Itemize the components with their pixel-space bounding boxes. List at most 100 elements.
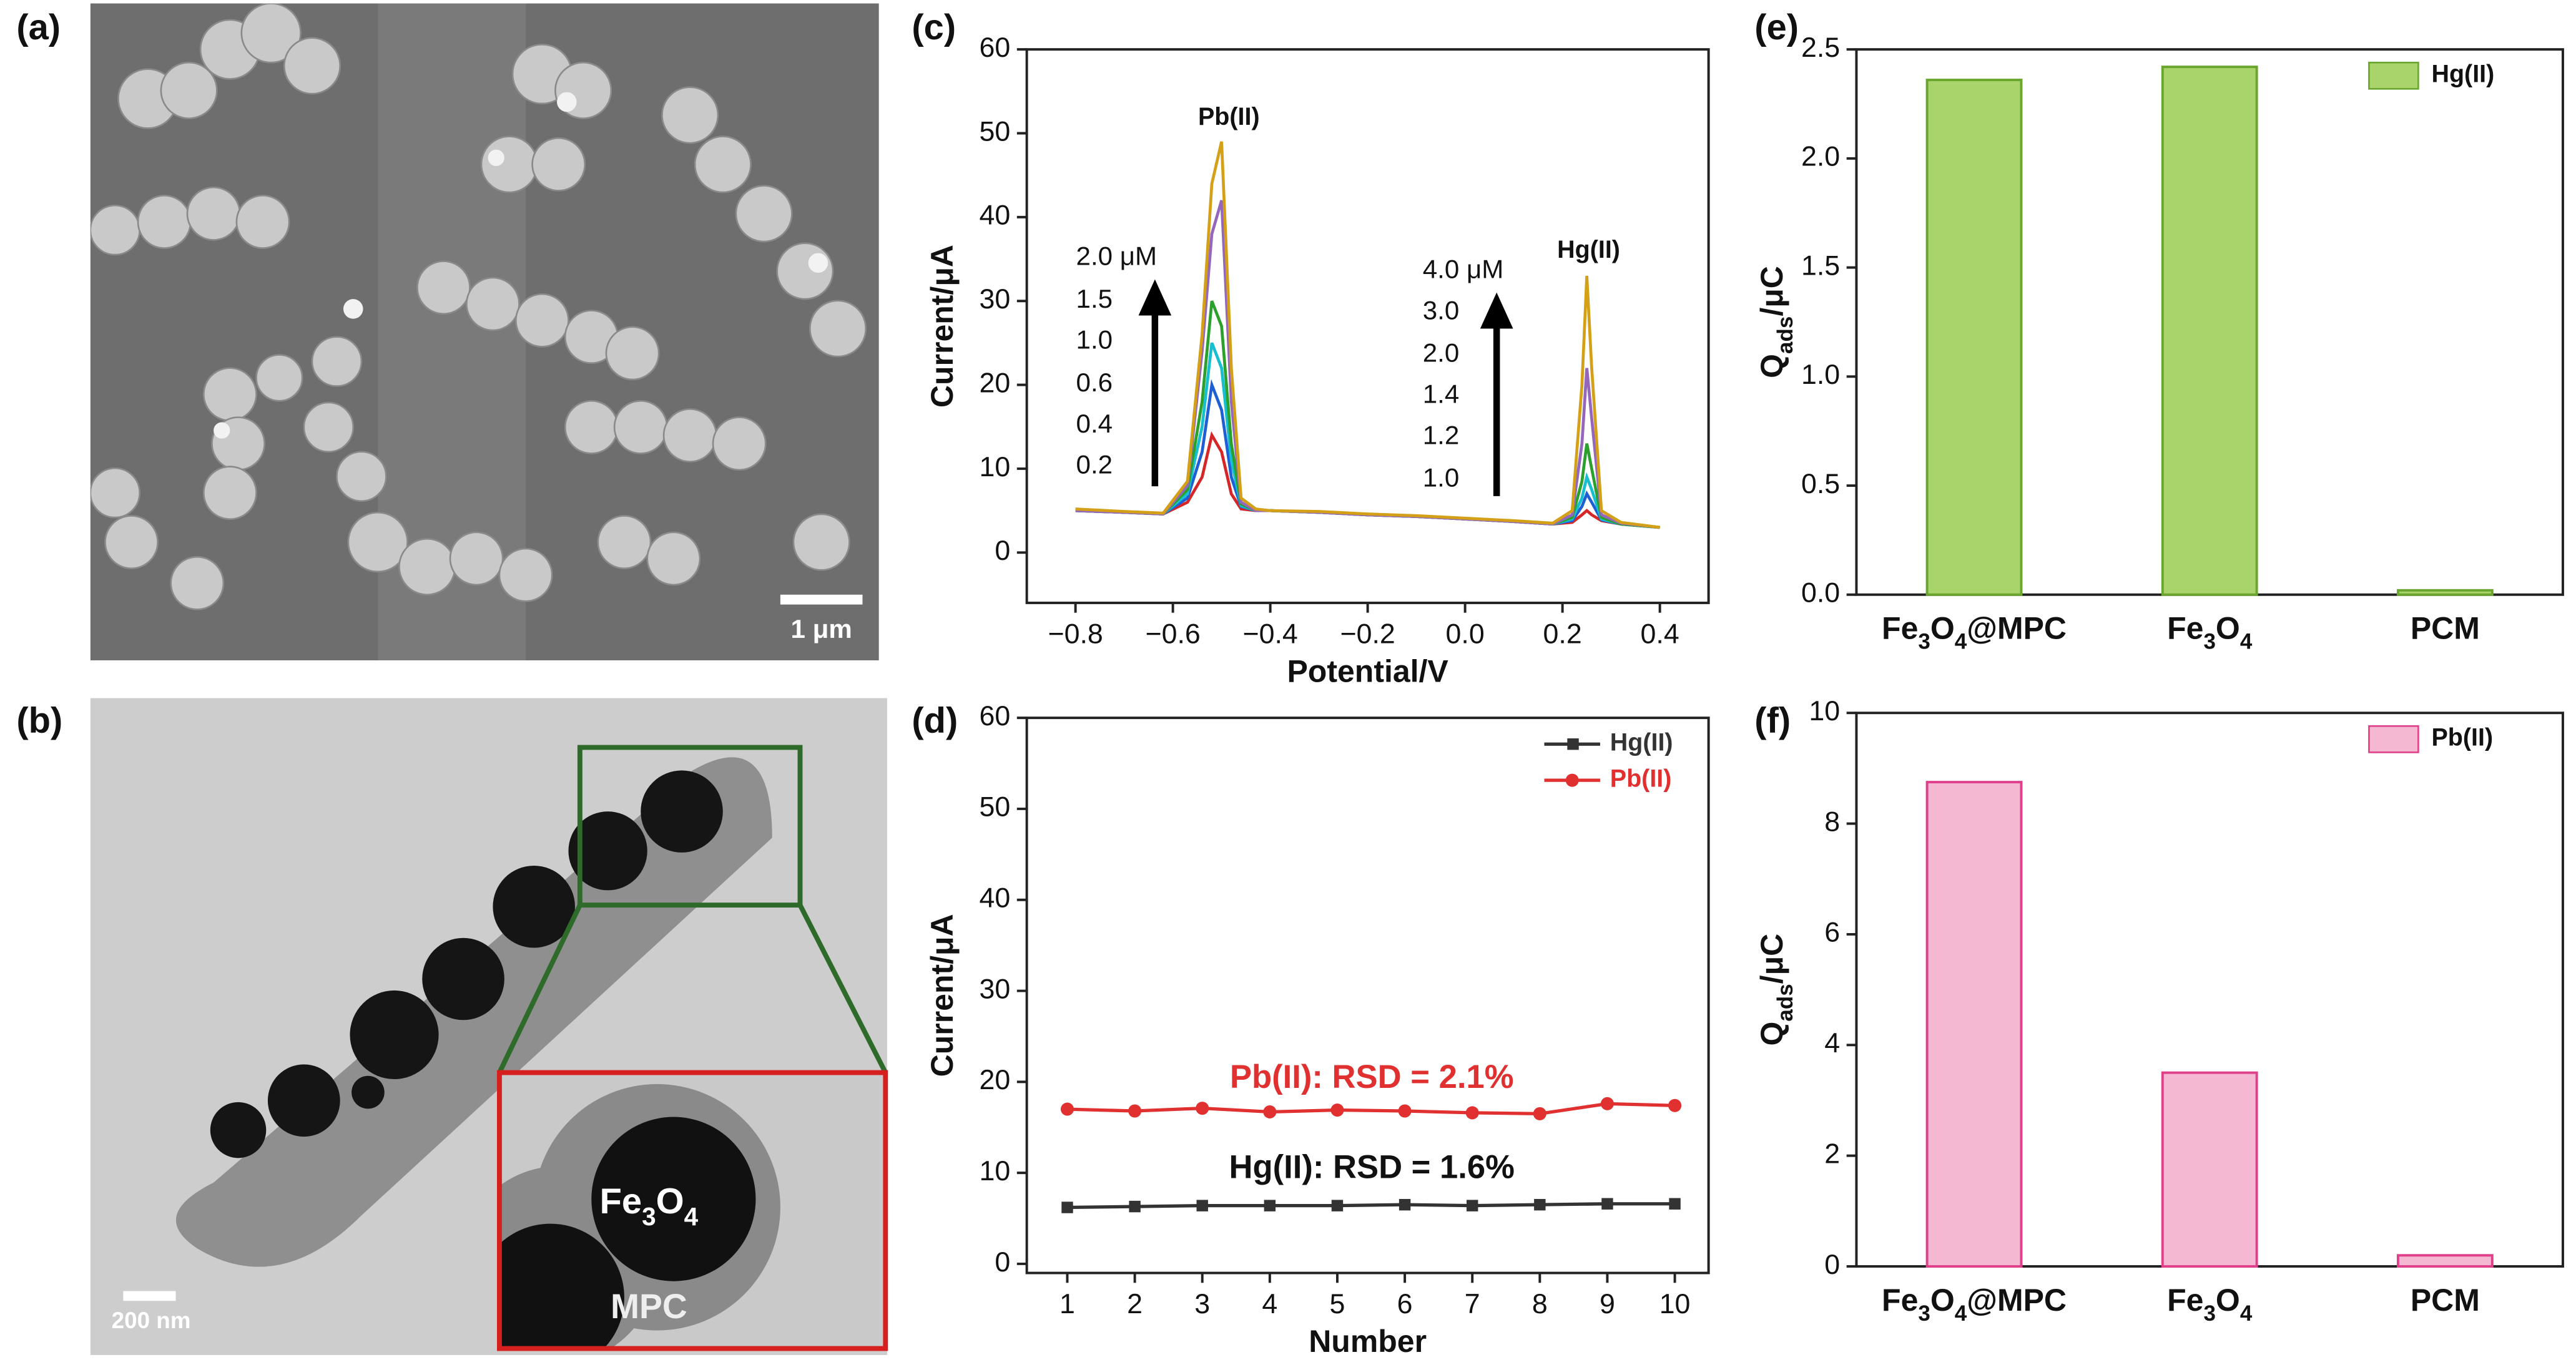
tem-inset <box>499 1072 886 1349</box>
marker <box>1263 1105 1277 1118</box>
y-tick-label: 1.5 <box>1801 250 1840 281</box>
line <box>1067 1102 1675 1116</box>
bar <box>2396 589 2494 596</box>
marker <box>1534 1198 1546 1211</box>
bar <box>2161 66 2258 596</box>
bar <box>1925 79 2023 596</box>
marker <box>1601 1198 1613 1210</box>
x-tick-label: 0.4 <box>1641 619 1679 649</box>
annotation: 0.2 <box>1076 450 1113 479</box>
y-tick-label: 0 <box>995 1247 1010 1278</box>
annotation: 1.2 <box>1423 420 1460 449</box>
y-tick-label: 1.0 <box>1801 360 1840 390</box>
annotation: Pb(II) <box>1198 103 1260 130</box>
bar <box>2161 1071 2258 1268</box>
x-tick-label: 2 <box>1127 1289 1143 1319</box>
x-tick-label: 5 <box>1330 1289 1345 1319</box>
y-tick-label: 40 <box>980 200 1011 231</box>
x-tick-label: 10 <box>1659 1289 1691 1319</box>
y-axis-label: Current/μA <box>925 245 960 408</box>
x-tick-label: 6 <box>1397 1289 1413 1319</box>
zoom-line <box>497 904 583 1074</box>
y-tick-label: 0.0 <box>1801 578 1840 609</box>
marker <box>1196 1200 1208 1211</box>
panel-label: (d) <box>912 700 958 740</box>
marker <box>1128 1104 1142 1118</box>
marker <box>1330 1103 1344 1117</box>
y-tick-label: 10 <box>1809 696 1840 727</box>
legend-label: Pb(II) <box>2431 724 2493 751</box>
x-tick-label: 9 <box>1600 1289 1615 1319</box>
legend-label: Hg(II) <box>2431 61 2494 88</box>
annotation: Hg(II): RSD = 1.6% <box>1229 1149 1514 1186</box>
shell-label: MPC <box>611 1287 687 1326</box>
marker <box>1331 1200 1344 1211</box>
arrow <box>1480 292 1513 496</box>
annotation: Hg(II) <box>1557 236 1620 263</box>
line <box>1067 1202 1675 1210</box>
x-tick-label: PCM <box>2411 1283 2480 1318</box>
annotation: 1.0 <box>1076 325 1113 355</box>
y-tick-label: 4 <box>1824 1028 1840 1059</box>
y-tick-label: 10 <box>980 452 1011 482</box>
y-tick-label: 0 <box>995 536 1010 566</box>
marker <box>1196 1102 1209 1115</box>
x-tick-label: Fe3O4@MPC <box>1882 611 2067 654</box>
x-tick-label: 3 <box>1194 1289 1210 1319</box>
legend-label: Hg(II) <box>1610 729 1673 756</box>
y-axis-label: Current/μA <box>925 914 960 1077</box>
y-tick-label: 2 <box>1824 1138 1840 1169</box>
y-tick-label: 6 <box>1824 917 1840 948</box>
zoom-box <box>577 745 803 908</box>
panel-label: (b) <box>16 700 62 740</box>
scale-bar-label: 1 μm <box>791 614 852 643</box>
bar <box>2396 1254 2494 1268</box>
legend-swatch <box>2368 61 2419 90</box>
y-axis-label: Qads/μC <box>1754 266 1797 378</box>
annotation: 4.0 μM <box>1423 255 1504 284</box>
marker <box>1668 1098 1682 1112</box>
x-tick-label: 8 <box>1532 1289 1548 1319</box>
annotation: 0.4 <box>1076 409 1113 438</box>
x-tick-label: Fe3O4@MPC <box>1882 1283 2067 1326</box>
marker <box>1398 1104 1412 1118</box>
y-tick-label: 2.5 <box>1801 32 1840 63</box>
x-tick-label: Fe3O4 <box>2167 611 2253 654</box>
zoom-line <box>797 904 888 1074</box>
panel-label: (c) <box>912 7 956 47</box>
sem-image <box>90 3 879 661</box>
annotation: 2.0 <box>1423 338 1460 368</box>
y-tick-label: 10 <box>980 1156 1011 1187</box>
legend-label: Pb(II) <box>1610 765 1672 793</box>
marker <box>1399 1198 1411 1211</box>
legend-swatch <box>2368 725 2419 753</box>
marker <box>1533 1107 1546 1120</box>
panel-label: (a) <box>16 7 61 47</box>
x-tick-label: 0.2 <box>1543 619 1582 649</box>
y-tick-label: 30 <box>980 284 1011 315</box>
y-tick-label: 40 <box>980 883 1011 914</box>
marker <box>1061 1201 1073 1213</box>
marker <box>1060 1102 1074 1116</box>
x-tick-label: PCM <box>2411 611 2480 646</box>
annotation: 1.4 <box>1423 379 1460 409</box>
x-tick-label: −0.2 <box>1340 619 1395 649</box>
y-tick-label: 20 <box>980 368 1011 398</box>
y-tick-label: 0 <box>1824 1250 1840 1280</box>
bar <box>1925 781 2023 1268</box>
y-tick-label: 2.0 <box>1801 142 1840 172</box>
y-tick-label: 50 <box>980 792 1011 823</box>
line <box>1075 141 1660 529</box>
marker <box>1669 1198 1681 1210</box>
annotation: 2.0 μM <box>1076 241 1158 270</box>
marker <box>1466 1200 1478 1211</box>
y-tick-label: 50 <box>980 116 1011 147</box>
panel-label: (f) <box>1754 700 1791 740</box>
y-tick-label: 60 <box>980 701 1011 731</box>
y-tick-label: 30 <box>980 974 1011 1004</box>
y-tick-label: 60 <box>980 32 1011 63</box>
marker <box>1129 1200 1141 1213</box>
x-axis-label: Potential/V <box>1287 653 1448 688</box>
